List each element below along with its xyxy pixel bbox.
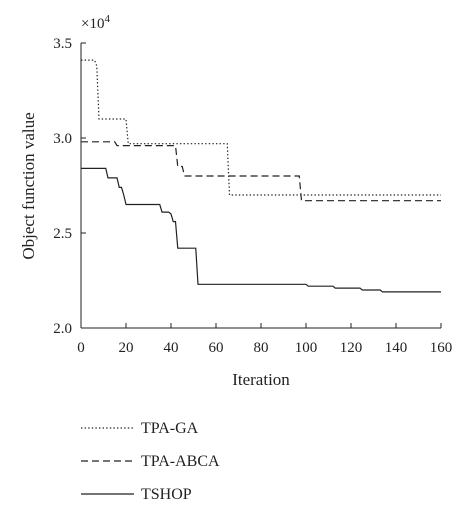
x-tick-label: 20 (119, 340, 134, 356)
x-tick-label: 160 (430, 340, 453, 356)
y-tick-label: 2.0 (53, 321, 72, 337)
y-tick-label: 2.5 (53, 226, 72, 242)
y-axis-multiplier-base: ×10 (81, 16, 104, 32)
x-tick-label: 0 (77, 340, 85, 356)
x-axis-label: Iteration (232, 370, 290, 389)
x-tick-label: 60 (209, 340, 224, 356)
legend: TPA-GA TPA-ABCA TSHOP (81, 420, 220, 503)
x-tick-label: 120 (340, 340, 363, 356)
legend-label-tpa-ga: TPA-GA (141, 420, 199, 437)
x-tick-label: 100 (295, 340, 318, 356)
y-axis-label: Object function value (19, 112, 38, 259)
series-line-tpa-abca (81, 141, 441, 202)
legend-label-tpa-abca: TPA-ABCA (141, 453, 220, 470)
y-axis-multiplier-exponent: 4 (104, 13, 110, 25)
y-axis-multiplier: ×104 (81, 13, 110, 32)
y-tick-label: 3.0 (53, 131, 72, 147)
legend-label-tshop: TSHOP (141, 486, 192, 503)
series-line-tshop (81, 167, 441, 293)
series-layer (81, 59, 441, 293)
y-tick-label: 3.5 (53, 36, 72, 52)
axes: 0 20 40 60 80 100 120 140 160 2.0 2.5 3.0 3.5 (53, 36, 452, 356)
series-line-tpa-ga (81, 59, 441, 196)
x-tick-label: 140 (385, 340, 408, 356)
x-tick-label: 40 (164, 340, 179, 356)
x-tick-label: 80 (254, 340, 269, 356)
